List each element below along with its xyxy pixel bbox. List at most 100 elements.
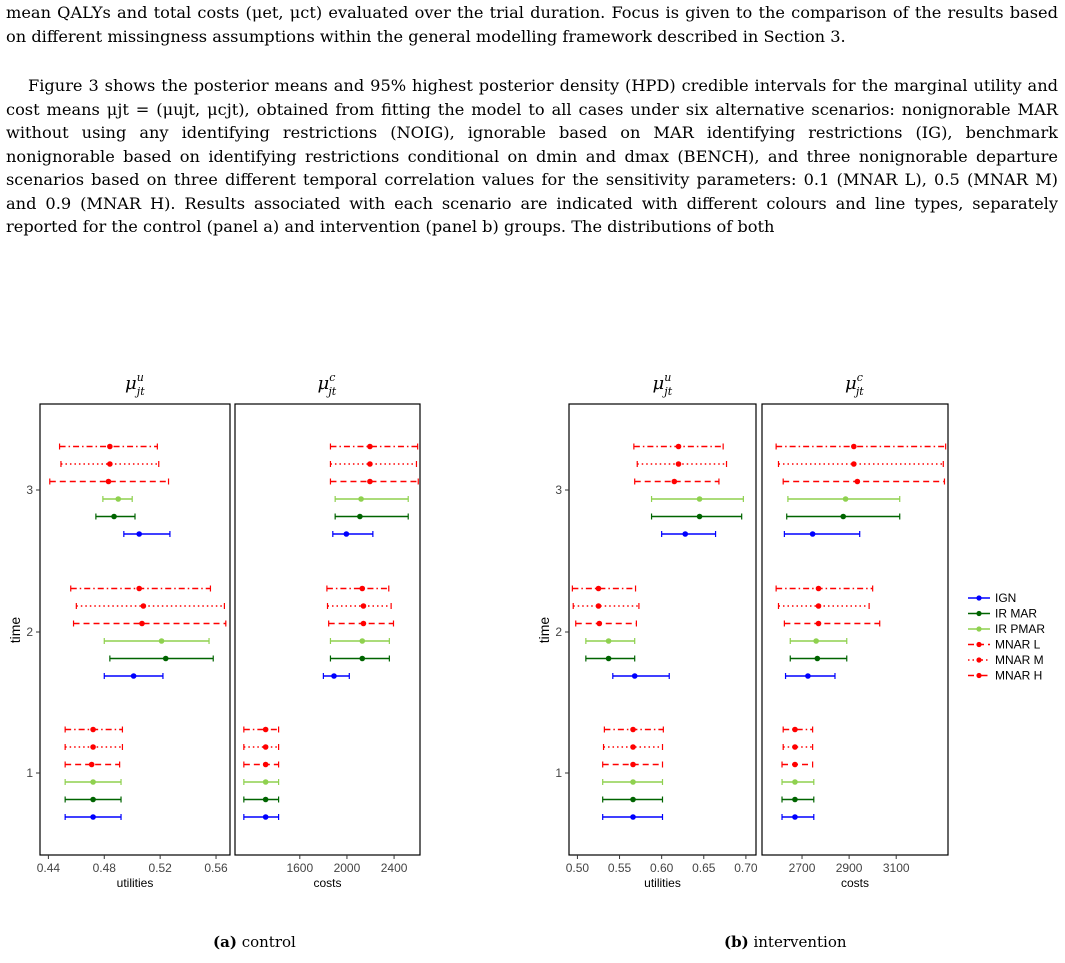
legend-label: IR PMAR	[995, 622, 1045, 636]
mean-point	[605, 655, 612, 662]
x-tick-label: 0.65	[692, 861, 716, 875]
mean-point	[792, 814, 798, 820]
x-tick-label: 0.55	[608, 861, 632, 875]
panel-frame	[234, 403, 421, 856]
mean-point	[136, 531, 142, 537]
mean-point	[158, 638, 165, 644]
mean-point	[630, 726, 636, 733]
legend-point	[976, 672, 982, 679]
legend-point	[976, 657, 982, 663]
mean-point	[596, 620, 603, 627]
mean-point	[605, 638, 612, 644]
caption-a-label: (a)	[213, 933, 237, 951]
x-tick-label: 0.44	[37, 861, 61, 875]
mean-point	[88, 761, 95, 768]
mean-point	[331, 673, 337, 679]
x-tick-label: 2000	[334, 861, 361, 875]
mean-point	[792, 726, 798, 733]
mean-point	[792, 744, 798, 750]
y-tick-label: 1	[555, 766, 562, 780]
caption-a-text: control	[241, 933, 296, 951]
mean-point	[595, 585, 602, 592]
mean-point	[630, 796, 636, 803]
mean-point	[675, 443, 682, 450]
legend-label: MNAR L	[995, 638, 1041, 652]
mean-point	[90, 726, 96, 733]
x-tick-label: 0.70	[734, 861, 758, 875]
mean-point	[130, 673, 137, 679]
mean-point	[675, 461, 682, 467]
mean-point	[792, 796, 798, 803]
mean-point	[107, 443, 113, 450]
x-tick-label: 2900	[836, 861, 863, 875]
x-axis-label: costs	[313, 876, 341, 890]
x-tick-label: 0.48	[93, 861, 117, 875]
mean-point	[792, 761, 798, 768]
panel-intervention-costs: μc jt 2700 2900 3100 costs	[761, 371, 949, 890]
y-tick-label: 1	[26, 766, 33, 780]
mean-point	[851, 461, 857, 467]
mean-point	[815, 585, 822, 592]
mean-point	[115, 496, 122, 502]
caption-b: (b) intervention	[724, 933, 847, 951]
mean-point	[360, 603, 367, 609]
mean-point	[360, 620, 367, 627]
paragraph-2-text: Figure 3 shows the posterior means and 9…	[6, 76, 1058, 236]
panel-frame	[761, 403, 949, 856]
mean-point	[105, 478, 112, 485]
y-tick-label: 2	[555, 625, 562, 639]
x-tick-label: 0.60	[650, 861, 674, 875]
mean-point	[682, 531, 689, 537]
legend-point	[976, 610, 982, 617]
y-tick-label: 2	[26, 625, 33, 639]
mean-point	[630, 814, 636, 820]
mean-point	[840, 513, 847, 520]
mean-point	[136, 585, 142, 592]
mean-point	[343, 531, 350, 537]
mean-point	[813, 638, 819, 644]
mean-point	[792, 779, 798, 785]
x-axis-label: utilities	[117, 876, 154, 890]
mean-point	[815, 620, 822, 627]
mean-point	[696, 513, 703, 520]
y-tick-label: 3	[26, 483, 33, 497]
panel-title: μc jt	[845, 371, 864, 398]
mean-point	[262, 726, 269, 733]
mean-point	[357, 513, 363, 520]
mean-point	[842, 496, 849, 502]
panel-frame	[39, 403, 231, 856]
panel-title: μu jt	[653, 371, 673, 398]
mean-point	[630, 744, 636, 750]
mean-point	[809, 531, 816, 537]
mean-point	[262, 796, 269, 803]
x-axis-label: utilities	[644, 876, 681, 890]
mean-point	[359, 638, 366, 644]
mean-point	[631, 673, 638, 679]
legend-point	[976, 595, 982, 601]
mean-point	[262, 744, 269, 750]
x-tick-label: 0.52	[148, 861, 172, 875]
mean-point	[851, 443, 857, 450]
y-axis-label: time	[536, 617, 552, 644]
panel-intervention-utilities: μu jt 0.50 0.55 0.60 0.65 0.70 utilities 1 2 3 time	[536, 371, 758, 890]
legend-point	[976, 626, 982, 632]
paragraph-1-text: mean QALYs and total costs (μet, μct) ev…	[6, 3, 1058, 46]
panel-title: μu jt	[125, 371, 145, 398]
mean-point	[696, 496, 703, 502]
x-tick-label: 2700	[789, 861, 816, 875]
y-axis-label: time	[7, 617, 23, 644]
mean-point	[262, 779, 269, 785]
mean-point	[90, 779, 96, 785]
x-tick-label: 1600	[286, 861, 313, 875]
panel-title: μc jt	[318, 371, 337, 398]
caption-b-label: (b)	[724, 933, 749, 951]
mean-point	[359, 585, 366, 592]
mean-point	[262, 814, 269, 820]
caption-a: (a) control	[213, 933, 296, 951]
paragraph-2: Figure 3 shows the posterior means and 9…	[6, 74, 1058, 239]
x-tick-label: 0.56	[204, 861, 228, 875]
legend-label: IGN	[995, 591, 1016, 605]
mean-point	[162, 655, 169, 662]
mean-point	[90, 814, 96, 820]
